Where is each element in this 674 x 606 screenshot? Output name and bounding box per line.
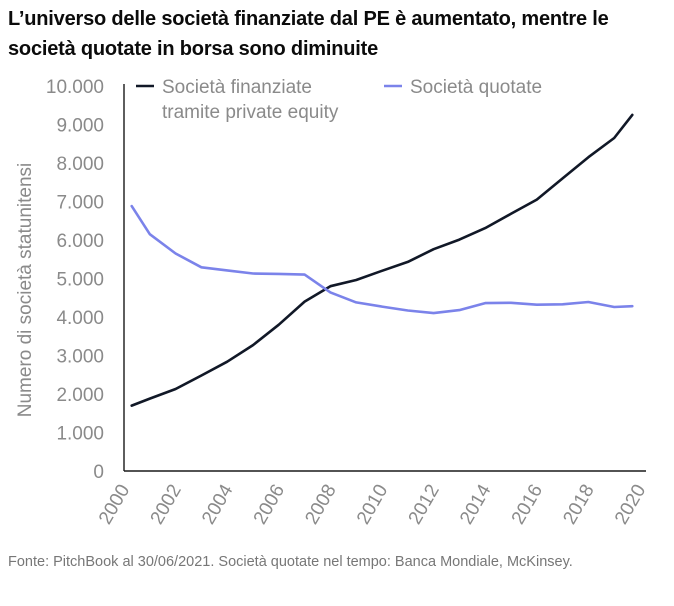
legend-label: Società finanziate [162,77,312,98]
chart-title: L’universo delle società finanziate dal … [8,8,609,60]
chart-legend: Società finanziate tramite private equity… [136,77,542,123]
y-tick-label: 3.000 [56,347,104,368]
x-tick-label: 2014 [456,481,496,528]
y-tick-label: 6.000 [56,231,104,252]
x-tick-labels: 2000 2002 2004 2006 2008 2010 2012 2014 2016 2018… [95,481,650,528]
y-tick-label: 2.000 [56,385,104,406]
y-tick-label: 4.000 [56,308,104,329]
x-tick-label: 2006 [250,481,289,528]
y-tick-label: 5.000 [56,270,104,291]
chart-axes [123,84,646,472]
x-tick-label: 2010 [353,481,392,528]
x-tick-label: 2000 [95,481,134,528]
y-tick-label: 10.000 [46,77,104,98]
x-tick-label: 2018 [559,481,598,528]
y-tick-label: 0 [93,462,104,483]
series-line-listed-companies [130,204,634,315]
legend-label: Società quotate [410,77,542,98]
y-tick-label: 9.000 [56,116,104,137]
legend-label: tramite private equity [162,102,339,123]
source-note: Fonte: PitchBook al 30/06/2021. Società … [8,554,573,570]
y-tick-label: 1.000 [56,424,104,445]
y-axis-label: Numero di società statunitensi [15,163,36,418]
chart-series [130,113,634,407]
y-tick-label: 8.000 [56,154,104,175]
x-tick-label: 2004 [198,481,238,528]
y-tick-labels: 0 1.000 2.000 3.000 4.000 5.000 6.000 7.000 8.00… [46,77,104,483]
x-tick-label: 2016 [508,481,547,528]
x-tick-label: 2020 [611,481,650,528]
x-tick-label: 2012 [405,481,444,528]
line-chart: 0 1.000 2.000 3.000 4.000 5.000 6.000 7.000 8.00… [15,77,650,528]
y-tick-label: 7.000 [56,193,104,214]
series-line-private-equity [130,113,634,407]
x-tick-label: 2008 [301,481,340,528]
x-tick-label: 2002 [147,481,186,528]
